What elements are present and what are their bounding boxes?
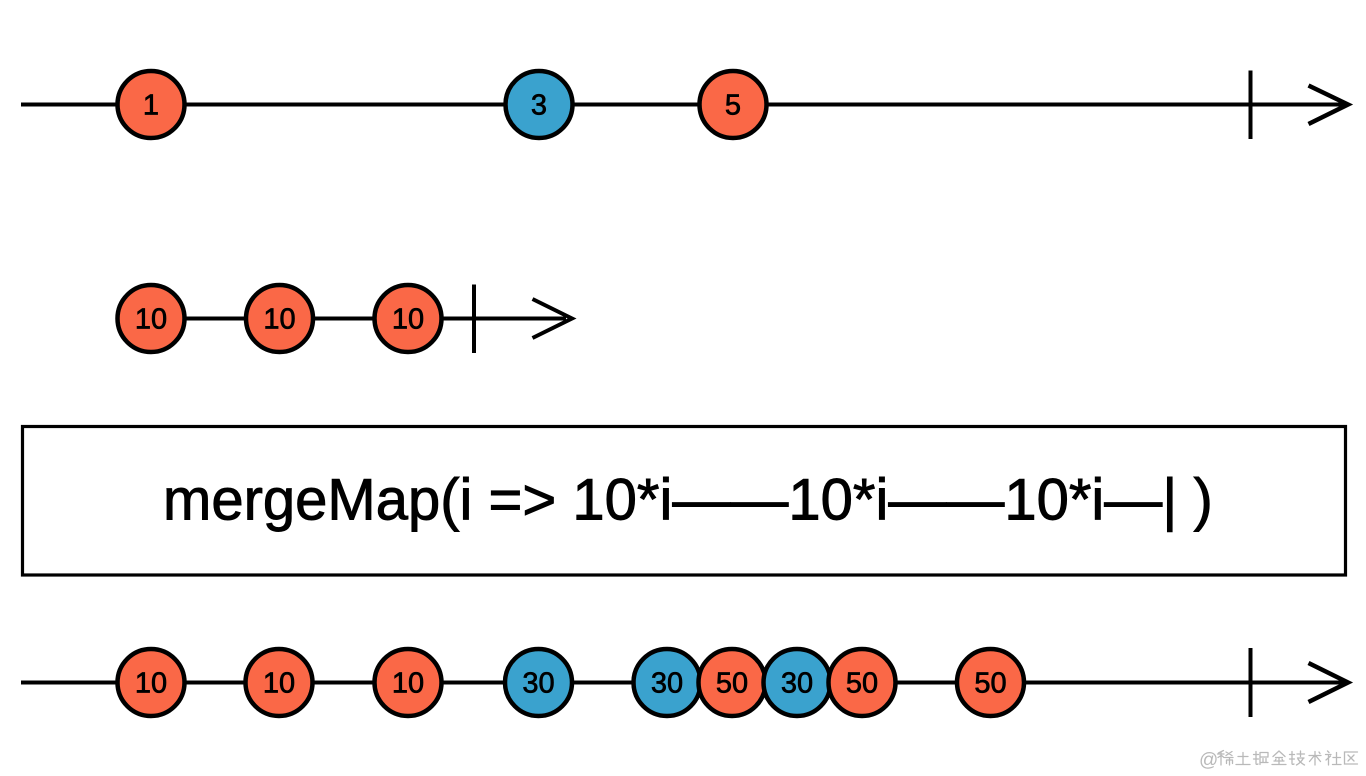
svg-text:10: 10 [135, 304, 167, 336]
svg-text:50: 50 [974, 668, 1006, 700]
svg-text:10: 10 [392, 304, 424, 336]
svg-text:10: 10 [135, 668, 167, 700]
svg-text:30: 30 [522, 668, 554, 700]
svg-text:50: 50 [846, 668, 878, 700]
svg-text:10: 10 [392, 668, 424, 700]
svg-text:3: 3 [531, 90, 547, 122]
svg-text:5: 5 [725, 90, 741, 122]
svg-text:mergeMap(i => 10*i——10*i——10*i: mergeMap(i => 10*i——10*i——10*i—| ) [163, 468, 1213, 533]
svg-text:@: @ [1199, 750, 1218, 771]
svg-text:50: 50 [716, 668, 748, 700]
svg-text:10: 10 [263, 304, 295, 336]
svg-text:30: 30 [781, 668, 813, 700]
svg-text:10: 10 [263, 668, 295, 700]
svg-text:1: 1 [143, 90, 159, 122]
svg-text:30: 30 [651, 668, 683, 700]
